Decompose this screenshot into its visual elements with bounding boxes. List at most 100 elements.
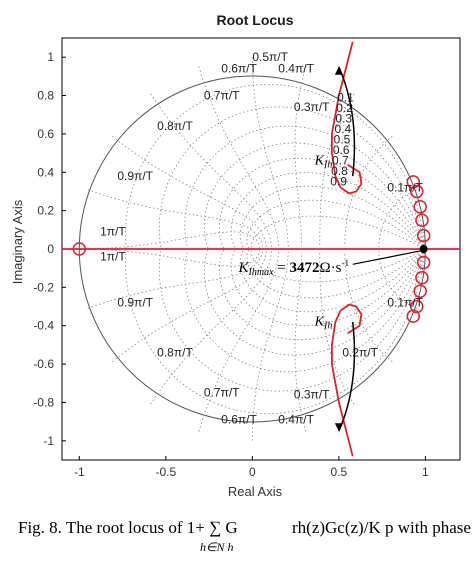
damping-label: 0.3 [335, 111, 352, 125]
damping-curve [230, 248, 426, 326]
grid-labels: 0.5π/T0.4π/T0.6π/T0.7π/T0.3π/T0.8π/T0.9π… [100, 50, 424, 427]
frequency-curve [378, 189, 418, 248]
damping-label: 0.6 [333, 143, 350, 157]
locus-branch [340, 303, 363, 335]
y-tick-label: -0.4 [33, 319, 54, 333]
damping-curve [218, 157, 426, 250]
frequency-curve [251, 251, 289, 441]
damping-label: 0.5 [334, 133, 351, 147]
damping-curve [250, 248, 426, 283]
caption-formula: rh(z)Gc(z)/K p with phase [292, 518, 471, 537]
damping-curve [125, 84, 426, 250]
frequency-label: 0.1π/T [387, 180, 423, 194]
frequency-label: 1π/T [100, 250, 126, 264]
frequency-label: 0.6π/T [221, 413, 257, 427]
y-tick-label: 1 [47, 50, 54, 64]
zero-marker [413, 200, 427, 214]
damping-curve [158, 106, 426, 250]
k-arrow-lower [338, 321, 356, 432]
damping-label: 0.8 [331, 164, 348, 178]
damping-curve [218, 248, 426, 341]
annotations: KIh KIh KIhmax = 3472Ω·s-1 [238, 66, 421, 432]
frequency-label: 0.3π/T [294, 100, 330, 114]
k-label-lower: KIh [314, 315, 333, 332]
zero-marker [415, 213, 429, 227]
y-tick-label: 0.4 [37, 165, 54, 179]
frequency-label: 0.6π/T [221, 62, 257, 76]
y-axis-label: Imaginary Axis [10, 199, 25, 284]
frequency-label: 0.7π/T [204, 386, 240, 400]
frequency-curve [79, 231, 261, 250]
zgrid [78, 57, 426, 441]
x-tick-label: 0 [249, 465, 256, 479]
frequency-curve [294, 252, 307, 432]
y-tick-label: -1 [43, 434, 54, 448]
damping-label: 0.2 [336, 101, 353, 115]
locus-branch [331, 41, 354, 188]
frequency-curve [198, 66, 279, 247]
frequency-curve [344, 135, 393, 247]
frequency-label: 0.4π/T [278, 413, 314, 427]
damping-curve [239, 185, 426, 250]
zero-marker [416, 228, 431, 243]
damping-label: 0.4 [335, 122, 352, 136]
y-tick-label: -0.2 [33, 280, 54, 294]
damping-label: 0.9 [330, 175, 347, 189]
y-tick-label: 0 [47, 242, 54, 256]
frequency-label: 1π/T [100, 225, 126, 239]
locus-branch [340, 163, 363, 195]
frequency-curve [112, 135, 267, 248]
kmax-leader [352, 250, 421, 265]
frequency-curve [251, 57, 289, 247]
kmax-label: KIhmax = 3472Ω·s-1 [238, 258, 349, 278]
root-locus-chart: Root Locus -1 -0.5 0 0.5 1 1 0.8 0.6 0.4 0.2 0 -0.2… [10, 12, 461, 499]
x-tick-label: -0.5 [155, 465, 176, 479]
x-tick-label: 0.5 [331, 465, 348, 479]
frequency-curve [150, 93, 272, 247]
k-arrowhead-lower [334, 423, 343, 432]
damping-curve [250, 215, 426, 250]
frequency-curve [378, 250, 418, 309]
zero-marker [409, 299, 424, 314]
k-arrow-upper [338, 66, 356, 177]
frequency-label: 0.2π/T [342, 345, 378, 359]
frequency-label: 0.9π/T [117, 296, 153, 310]
locus-series [62, 41, 460, 457]
zero-marker [413, 284, 427, 298]
k-label-upper: KIh [314, 154, 333, 171]
caption-sum-index: h∈N h [200, 540, 234, 554]
k-arrowhead-upper [334, 66, 343, 75]
frequency-label: 0.3π/T [294, 388, 330, 402]
frequency-label: 0.1π/T [387, 296, 423, 310]
y-tick-label: -0.8 [33, 395, 54, 409]
frequency-label: 0.9π/T [117, 169, 153, 183]
figure-caption: Fig. 8. The root locus of 1+ ∑ G rh(z)Gc… [0, 504, 474, 562]
frequency-curve [150, 251, 272, 405]
damping-curve [125, 248, 426, 414]
kmax-point [419, 245, 428, 253]
y-tick-label: -0.6 [33, 357, 54, 371]
x-tick-label: -1 [74, 465, 85, 479]
damping-curve [246, 199, 426, 250]
zero-marker [406, 309, 421, 323]
frequency-curve [294, 66, 307, 246]
x-tick-label: 1 [422, 465, 429, 479]
damping-curve [246, 248, 426, 299]
zero-marker [406, 175, 421, 189]
frequency-label: 0.4π/T [278, 62, 314, 76]
zero-marker [72, 242, 87, 256]
zero-marker [415, 271, 429, 285]
y-tick-label: 0.6 [37, 127, 54, 141]
caption-text: Fig. 8. The root locus of 1+ ∑ G [18, 518, 238, 537]
frequency-curve [79, 248, 261, 267]
damping-label: 0.7 [332, 154, 349, 168]
y-tick-label: 0.2 [37, 204, 54, 218]
frequency-curve [112, 250, 267, 363]
zero-marker [409, 184, 424, 199]
frequency-curve [198, 251, 279, 432]
damping-curve [230, 172, 426, 250]
frequency-curve [87, 189, 263, 248]
zero-marker [416, 255, 431, 270]
locus-branch [331, 310, 354, 457]
frequency-label: 0.8π/T [157, 119, 193, 133]
